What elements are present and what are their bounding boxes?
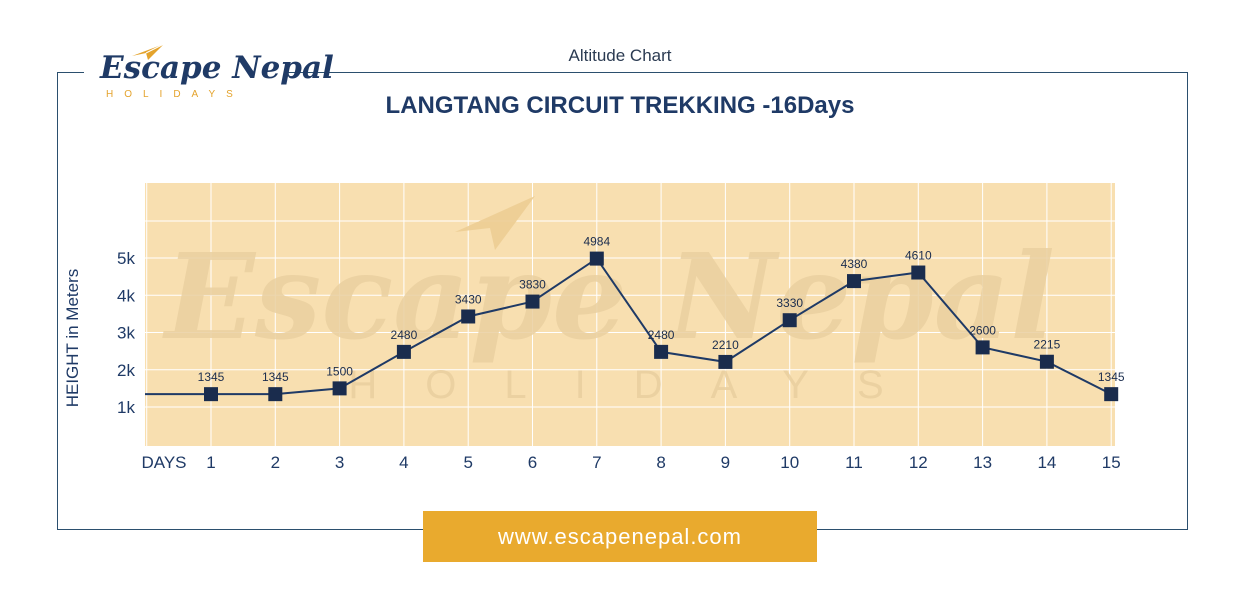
y-axis-label: HEIGHT in Meters — [63, 269, 82, 408]
watermark-subtext: HOLIDAYS — [348, 363, 931, 407]
data-label: 1345 — [198, 370, 225, 384]
data-point — [718, 354, 733, 369]
data-point — [332, 381, 347, 396]
data-point — [268, 387, 283, 402]
data-point — [396, 344, 411, 359]
y-axis: 1k 2k 3k 4k 5k — [117, 249, 135, 417]
data-point — [525, 294, 540, 309]
y-tick-label: 4k — [117, 286, 135, 305]
data-label: 1345 — [262, 370, 289, 384]
data-label: 3330 — [776, 296, 803, 310]
website-banner[interactable]: www.escapenepal.com — [423, 511, 817, 562]
y-tick-label: 3k — [117, 324, 135, 343]
data-point — [911, 265, 926, 280]
data-point — [782, 313, 797, 328]
paper-plane-icon — [132, 43, 165, 60]
data-label: 4610 — [905, 249, 932, 263]
markers — [204, 251, 1119, 402]
data-label: 2600 — [969, 323, 996, 337]
data-point — [654, 344, 669, 359]
data-label: 4984 — [583, 235, 610, 249]
watermark-text: Escape Nepal — [162, 227, 1055, 366]
data-point — [975, 340, 990, 355]
x-tick-label: 9 — [721, 453, 730, 472]
logo: Escape Nepal HOLIDAYS — [84, 40, 334, 106]
data-point — [204, 387, 218, 402]
x-tick-label: 15 — [1102, 453, 1121, 472]
data-label: 2210 — [712, 338, 739, 352]
watermark: Escape Nepal HOLIDAYS — [162, 196, 1055, 407]
data-label: 2480 — [648, 328, 675, 342]
data-label: 3430 — [455, 292, 482, 306]
logo-tagline: HOLIDAYS — [106, 89, 244, 100]
data-label: 1500 — [326, 364, 353, 378]
data-point — [589, 251, 604, 266]
x-tick-label: 3 — [335, 453, 344, 472]
chart-subtitle: Altitude Chart — [568, 46, 672, 65]
x-tick-label: 10 — [780, 453, 799, 472]
data-label: 1345 — [1098, 370, 1125, 384]
x-tick-label: 2 — [271, 453, 280, 472]
x-axis: DAYS 1 2 3 4 5 6 7 8 9 10 11 12 13 14 15 — [141, 453, 1120, 472]
x-tick-label: 13 — [973, 453, 992, 472]
x-tick-label: 8 — [656, 453, 665, 472]
data-point — [1104, 387, 1119, 402]
data-label: 4380 — [841, 257, 868, 271]
watermark-plane-icon — [455, 196, 535, 250]
x-tick-label: 14 — [1037, 453, 1056, 472]
data-label: 2480 — [391, 328, 418, 342]
x-axis-label: DAYS — [141, 453, 186, 472]
data-point — [1039, 354, 1054, 369]
x-tick-label: 5 — [463, 453, 472, 472]
x-tick-label: 11 — [845, 453, 863, 472]
y-tick-label: 1k — [117, 398, 135, 417]
data-label: 3830 — [519, 278, 546, 292]
logo-wordmark: Escape Nepal — [100, 50, 334, 86]
y-tick-label: 2k — [117, 361, 135, 380]
x-tick-label: 1 — [206, 453, 215, 472]
chart-title: LANGTANG CIRCUIT TREKKING -16Days — [385, 92, 855, 119]
data-point — [461, 309, 476, 324]
x-tick-label: 4 — [399, 453, 408, 472]
website-url[interactable]: www.escapenepal.com — [497, 523, 742, 549]
altitude-line — [145, 257, 1112, 396]
x-tick-label: 7 — [592, 453, 601, 472]
y-tick-label: 5k — [117, 249, 135, 268]
value-labels: 1345 1345 1500 2480 3430 3830 4984 2480 2210 3330… — [198, 235, 1125, 385]
x-tick-label: 6 — [528, 453, 537, 472]
data-point — [847, 274, 861, 289]
data-label: 2215 — [1034, 338, 1061, 352]
x-tick-label: 12 — [909, 453, 928, 472]
